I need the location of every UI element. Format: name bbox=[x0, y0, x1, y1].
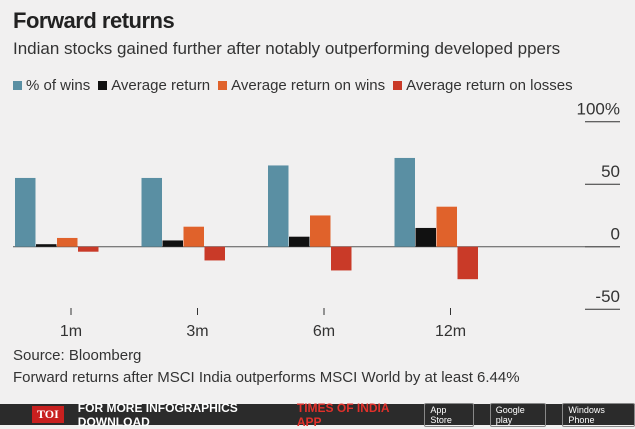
bar-average-return-12m bbox=[415, 227, 436, 247]
bar-average-return-on-wins-1m bbox=[57, 237, 78, 247]
y-tick-label: 0 bbox=[611, 225, 620, 244]
bar--of-wins-12m bbox=[394, 157, 415, 247]
note-text: Forward returns after MSCI India outperf… bbox=[13, 369, 520, 386]
legend-swatch bbox=[98, 81, 108, 90]
x-tick-label: 6m bbox=[313, 323, 335, 340]
legend-label: Average return bbox=[111, 77, 211, 94]
legend-item: Average return on losses bbox=[393, 77, 573, 94]
x-tick-label: 12m bbox=[435, 323, 466, 340]
bar-average-return-3m bbox=[162, 240, 183, 247]
windows-phone-badge[interactable]: Windows Phone bbox=[562, 402, 635, 427]
legend-swatch bbox=[393, 81, 403, 90]
chart-area: 100% 50 0 -50 1m 3m 6m 12m bbox=[13, 100, 620, 340]
y-tick-label: 50 bbox=[601, 162, 620, 181]
app-store-badge[interactable]: App Store bbox=[424, 402, 474, 427]
bar-average-return-1m bbox=[36, 244, 57, 247]
chart-subtitle: Indian stocks gained further after notab… bbox=[13, 39, 561, 58]
bar--of-wins-1m bbox=[15, 177, 36, 247]
legend-item: % of wins bbox=[13, 77, 90, 94]
bar--of-wins-3m bbox=[141, 177, 162, 247]
bar-average-return-on-losses-3m bbox=[204, 246, 225, 261]
google-play-badge[interactable]: Google play bbox=[489, 402, 547, 427]
bar-average-return-on-wins-3m bbox=[183, 226, 204, 247]
source-text: Source: Bloomberg bbox=[13, 347, 142, 364]
bar-average-return-on-losses-6m bbox=[331, 246, 352, 271]
y-tick-label: 100% bbox=[577, 100, 620, 119]
legend-swatch bbox=[13, 81, 22, 90]
legend: % of wins Average return Average return on… bbox=[13, 77, 573, 94]
bar-average-return-on-losses-12m bbox=[457, 246, 478, 280]
legend-item: Average return bbox=[98, 77, 210, 94]
legend-item: Average return on wins bbox=[218, 77, 385, 94]
bar-average-return-on-wins-6m bbox=[310, 215, 331, 247]
footer-text: FOR MORE INFOGRAPHICS DOWNLOAD bbox=[77, 400, 238, 429]
bar--of-wins-6m bbox=[268, 165, 289, 247]
bar-average-return-6m bbox=[289, 236, 310, 247]
toi-logo: TOI bbox=[32, 406, 64, 423]
footer-app: TIMES OF INDIA APP bbox=[296, 400, 390, 429]
legend-swatch bbox=[218, 81, 228, 90]
legend-label: Average return on losses bbox=[406, 77, 573, 94]
chart-title: Forward returns bbox=[13, 8, 175, 33]
legend-label: Average return on wins bbox=[231, 77, 386, 94]
bar-average-return-on-wins-12m bbox=[436, 206, 457, 247]
x-tick-label: 1m bbox=[60, 323, 82, 340]
y-tick-label: -50 bbox=[595, 287, 620, 306]
footer-banner: TOI FOR MORE INFOGRAPHICS DOWNLOAD TIMES… bbox=[0, 401, 635, 429]
legend-label: % of wins bbox=[26, 77, 91, 94]
bar-average-return-on-losses-1m bbox=[78, 246, 99, 252]
x-tick-label: 3m bbox=[186, 323, 208, 340]
